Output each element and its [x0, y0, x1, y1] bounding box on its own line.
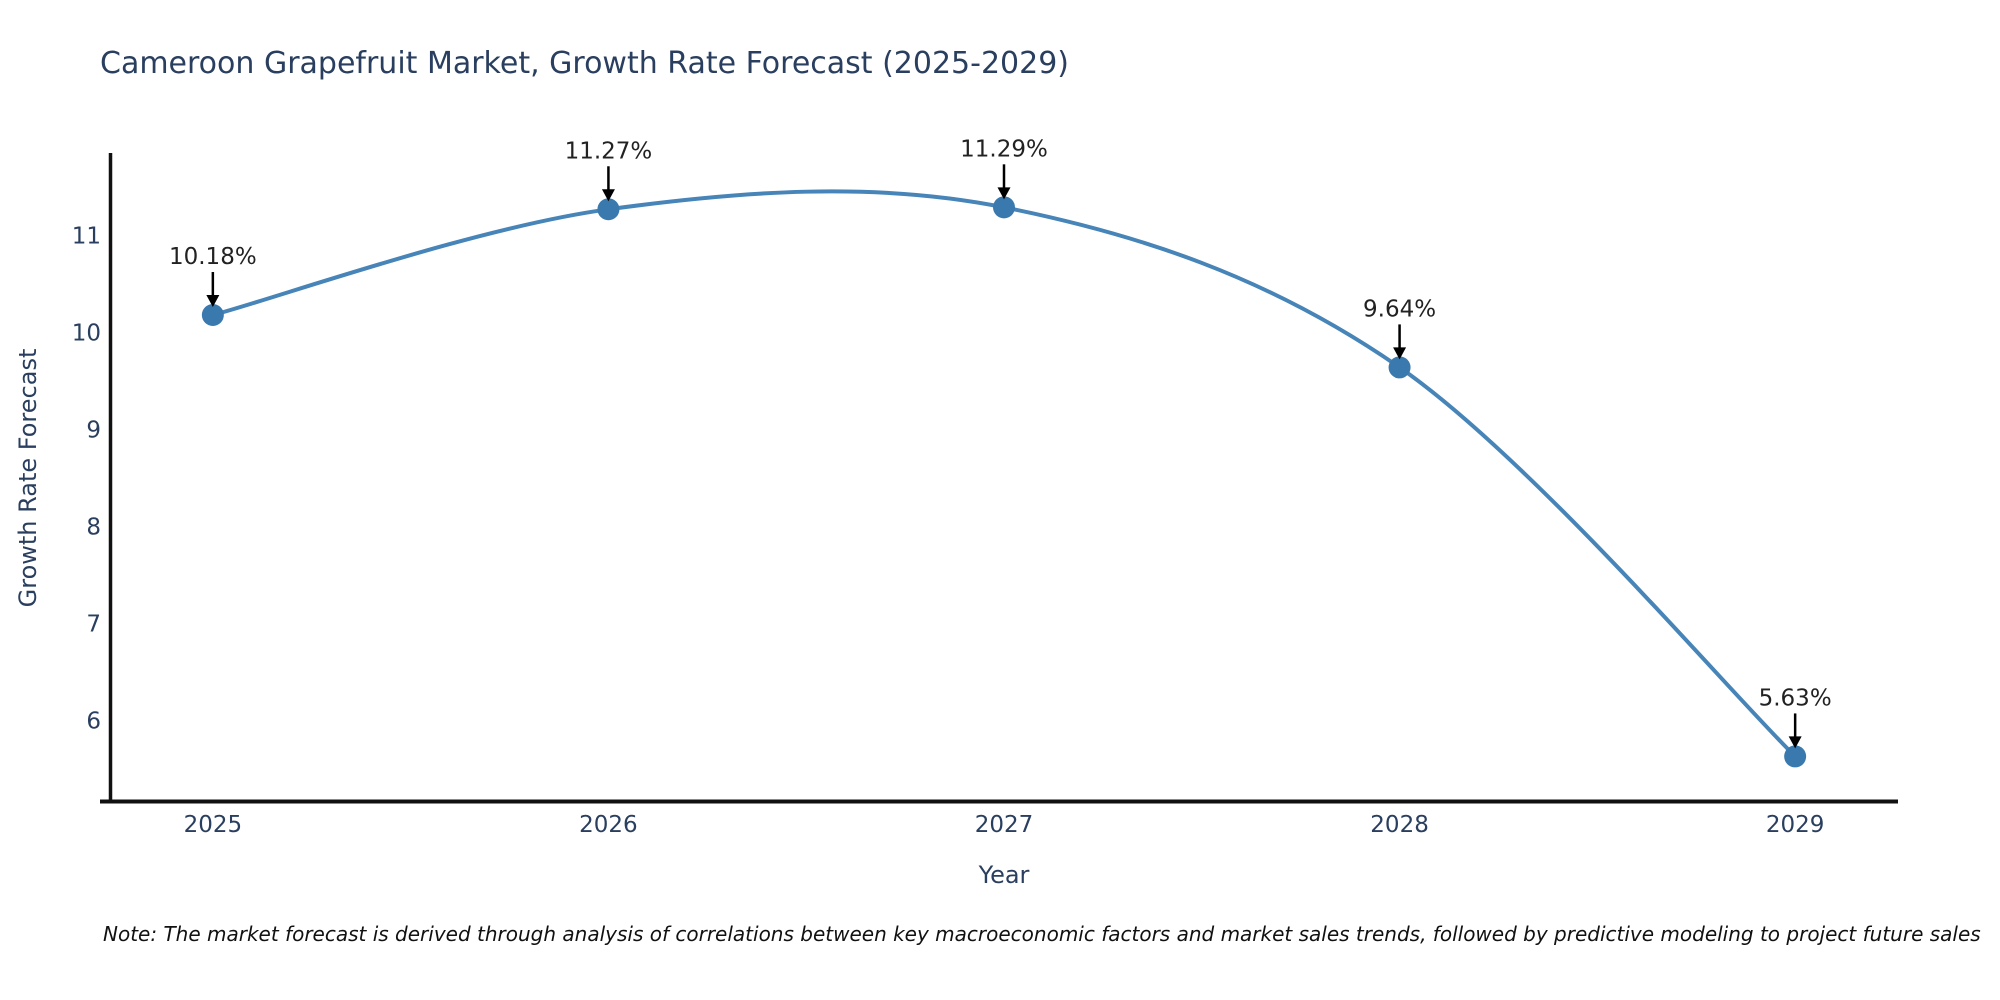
- chart-title: Cameroon Grapefruit Market, Growth Rate …: [100, 46, 1070, 81]
- annotation-arrow-head: [601, 189, 615, 202]
- x-tick-label: 2029: [1766, 812, 1825, 838]
- x-tick-label: 2027: [975, 812, 1034, 838]
- data-point-marker: [597, 198, 620, 221]
- x-tick-label: 2026: [579, 812, 638, 838]
- data-point-label: 10.18%: [169, 244, 257, 270]
- data-point-label: 9.64%: [1363, 296, 1436, 322]
- x-tick-label: 2028: [1370, 812, 1429, 838]
- y-tick-label: 9: [86, 417, 101, 443]
- trend-line: [210, 189, 1798, 759]
- data-point-label: 5.63%: [1759, 685, 1832, 711]
- footnote: Note: The market forecast is derived thr…: [103, 922, 1981, 946]
- x-tick-label: 2025: [184, 812, 243, 838]
- data-point-label: 11.27%: [565, 138, 653, 164]
- y-tick-label: 10: [72, 320, 101, 346]
- annotation-arrow-head: [1393, 347, 1407, 360]
- data-point-marker: [201, 304, 224, 327]
- annotation-arrow-head: [1788, 736, 1802, 749]
- y-tick-label: 11: [72, 223, 101, 249]
- data-point-marker: [993, 196, 1015, 219]
- data-point-label: 11.29%: [960, 136, 1048, 162]
- y-tick-label: 6: [86, 709, 101, 735]
- annotation-arrow-head: [997, 187, 1011, 200]
- annotation-arrow-head: [206, 295, 220, 308]
- y-tick-label: 8: [86, 515, 101, 541]
- data-point-marker: [1388, 356, 1411, 379]
- y-tick-label: 7: [86, 612, 101, 638]
- x-axis-title: Year: [978, 861, 1030, 889]
- data-point-marker: [1784, 745, 1807, 768]
